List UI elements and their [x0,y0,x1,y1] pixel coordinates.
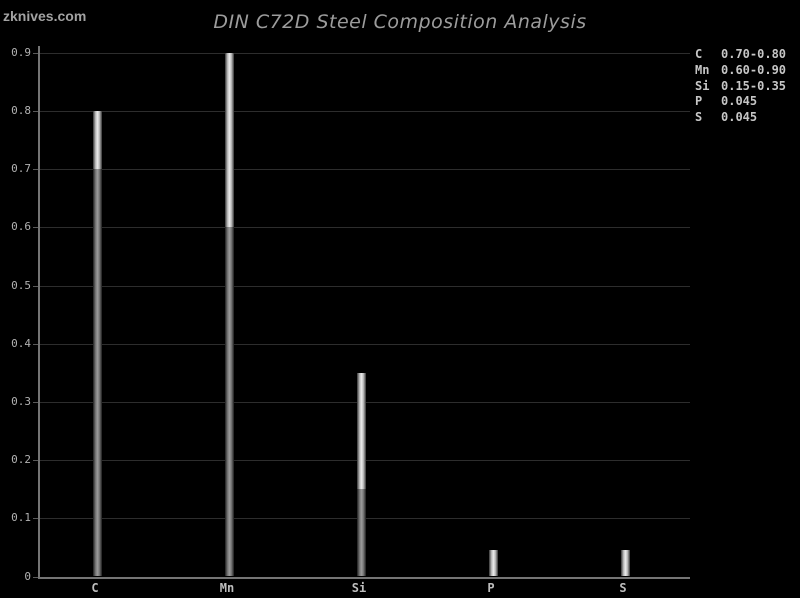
gridline [40,343,690,345]
legend-range: 0.045 [721,94,758,109]
y-axis-tick [33,460,38,462]
chart-title: DIN C72D Steel Composition Analysis [213,11,587,33]
bar-C-range [93,111,102,170]
y-tick-label: 0.1 [11,511,31,525]
legend-symbol: S [695,110,703,125]
legend-range: 0.60-0.90 [721,62,787,77]
y-axis-tick [33,343,38,345]
y-axis-tick [33,401,38,403]
bar-Mn-range [225,52,234,228]
legend-symbol: C [695,47,703,61]
y-tick-label: 0.2 [11,453,31,467]
x-label-Mn: Mn [219,581,235,595]
y-tick-label: 0.5 [11,278,31,292]
y-axis-tick [33,518,38,520]
bar-P-range [489,550,498,577]
legend-range: 0.15-0.35 [721,78,787,93]
y-tick-label: 0.4 [11,336,31,350]
gridline [40,52,690,54]
legend-range: 0.70-0.80 [721,47,787,61]
y-tick-label: 0.9 [11,45,31,59]
legend-range: 0.045 [721,110,758,125]
legend-row: C 0.70-0.80 [695,47,786,63]
x-label-S: S [619,581,627,595]
gridline [40,227,690,229]
legend-symbol: Si [695,78,710,93]
watermark-link[interactable]: zknives.com [3,8,87,24]
y-axis-tick [33,285,38,287]
bar-S-range [621,550,630,577]
gridline [40,169,690,171]
bar-Si-range [357,372,366,490]
x-label-Si: Si [351,581,367,595]
y-tick-label: 0.6 [11,220,31,234]
bar-Si-base [357,489,366,577]
bar-C-base [93,169,102,577]
y-axis-tick [33,576,38,578]
x-label-C: C [91,581,99,595]
legend-symbol: P [695,94,703,109]
y-axis-tick [33,52,38,54]
y-tick-label: 0.7 [11,162,31,176]
y-tick-label: 0 [24,569,31,583]
legend-symbol: Mn [695,62,710,77]
gridline [40,111,690,113]
legend-row: Mn 0.60-0.90 [695,63,786,79]
y-axis-tick [33,227,38,229]
plot-area [38,46,690,579]
legend-row: Si 0.15-0.35 [695,79,786,95]
y-tick-label: 0.3 [11,394,31,408]
bar-Mn-base [225,227,234,577]
legend-row: P 0.045 [695,94,786,110]
x-label-P: P [487,581,495,595]
legend-row: S 0.045 [695,110,786,126]
y-tick-label: 0.8 [11,104,31,118]
legend: C 0.70-0.80 Mn 0.60-0.90 Si 0.15-0.35 P 0.045 S 0… [695,47,786,126]
y-axis-tick [33,111,38,113]
gridline [40,285,690,287]
y-axis-tick [33,169,38,171]
